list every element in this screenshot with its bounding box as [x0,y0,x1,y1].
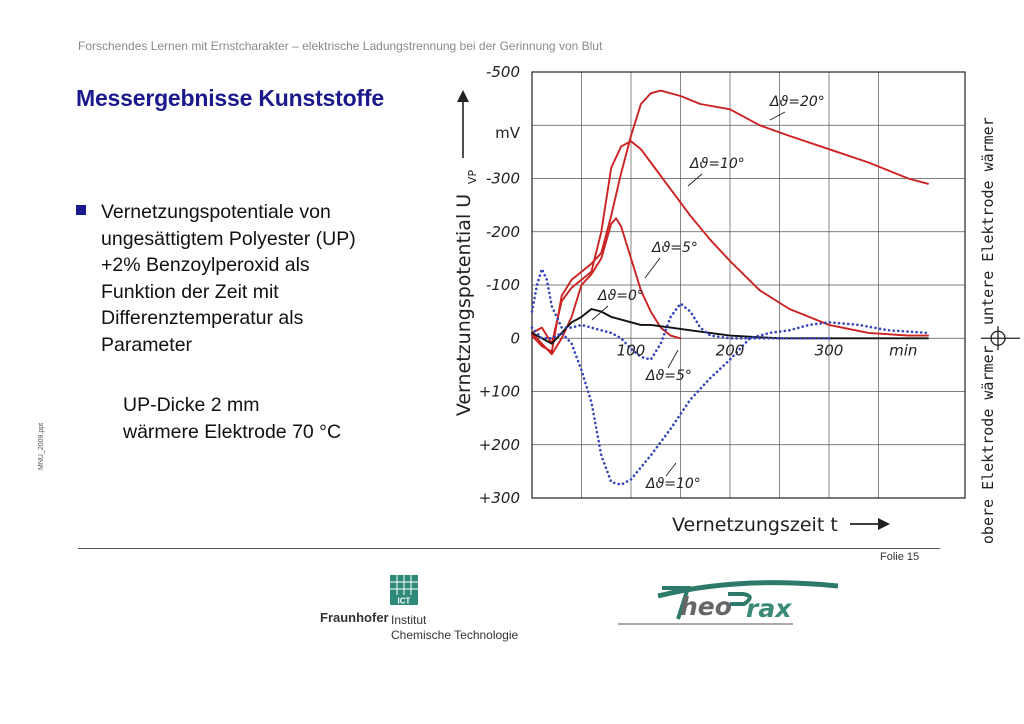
chart-labels: -500 -300 -200 -100 0 +100 +200 +300 100 200 300 mi… [453,63,997,543]
annotation-leader [769,111,786,121]
y-unit-label: mV [495,124,521,142]
x-unit-label: min [889,341,917,359]
curve-annotation: Δϑ=20° [769,94,825,110]
y-tick-label: +300 [479,489,520,507]
x-axis-label: Vernetzungszeit t [672,514,838,536]
bullet-line: Parameter [101,333,193,356]
x-tick-label: 200 [716,341,745,359]
y-tick-label: -100 [486,276,520,294]
presentation-subtitle: Forschendes Lernen mit Ernstcharakter – … [78,39,603,53]
series-line [531,308,929,345]
bullet-line: Vernetzungspotentiale von [101,201,331,223]
file-label: MNU_2009.ppt [38,422,45,470]
fraunhofer-logo: ICT Fraunhofer Institut Chemische Techno… [318,575,548,645]
theoprax-logo: heo rax [618,574,848,634]
curve-annotation: Δϑ=10° [689,156,745,172]
x-tick-label: 300 [815,341,844,359]
slide-number: Folie 15 [880,551,920,563]
institute-line: Chemische Technologie [391,628,519,642]
series-line [531,89,929,353]
series-line [530,321,930,486]
series-line [531,217,682,356]
bullet-line: Funktion der Zeit mit [101,280,279,303]
footer-divider [78,548,940,549]
series-line [530,267,831,361]
bullet-line: +2% Benzoylperoxid als [101,254,310,276]
note-line: UP-Dicke 2 mm [123,394,260,416]
plot-frame [531,71,966,499]
theoprax-text-prax: rax [746,594,792,623]
y-tick-label: -200 [486,223,520,241]
institute-line: Institut [391,613,427,627]
y-tick-label: 0 [510,329,520,347]
bullet-text: Vernetzungspotentiale von ungesättigtem … [101,199,411,358]
y-tick-label: +200 [479,436,520,454]
curve-annotation: Δϑ=5° [651,240,698,256]
y-axis-label-subscript: VP [466,170,479,185]
potential-chart: -500 -300 -200 -100 0 +100 +200 +300 100 200 300 mi… [453,63,1020,543]
ict-badge-text: ICT [398,597,411,606]
y-axis-label: Vernetzungspotential U [453,194,475,416]
curve-annotation: Δϑ=10° [645,476,701,492]
annotation-leader [665,462,677,477]
right-label-lower: obere Elektrode wärmer [979,345,997,543]
institute-name: Institut Chemische Technologie [391,613,518,643]
annotation-leader [591,305,609,321]
y-tick-label: -300 [486,170,520,188]
y-axis-arrowhead [457,90,469,102]
theoprax-text-theo: heo [680,592,732,621]
x-axis-arrowhead [878,518,890,530]
annotation-leader [687,173,703,187]
annotation-leader [644,257,661,279]
fraunhofer-wordmark: Fraunhofer [320,610,389,625]
annotation-leader [667,349,679,369]
bullet-line: ungesättigtem Polyester (UP) [101,227,356,250]
right-label-upper: untere Elektrode wärmer [979,117,997,325]
x-tick-label: 100 [617,341,646,359]
y-tick-label: -500 [486,63,520,81]
slide-title: Messergebnisse Kunststoffe [76,85,384,111]
series-line [531,140,929,345]
curve-annotation: Δϑ=0° [597,288,644,304]
chart-grid [532,72,965,498]
experiment-note: UP-Dicke 2 mm wärmere Elektrode 70 °C [123,392,341,445]
chart-series [530,89,930,486]
ict-badge-icon: ICT [390,575,418,606]
y-tick-label: +100 [479,383,520,401]
chart-axes [457,71,1020,530]
bullet-line: Differenztemperatur als [101,307,304,329]
curve-annotation: Δϑ=5° [645,368,692,384]
bullet-square-icon [76,205,86,215]
note-line: wärmere Elektrode 70 °C [123,420,342,443]
theoprax-swoosh-icon [618,580,839,625]
